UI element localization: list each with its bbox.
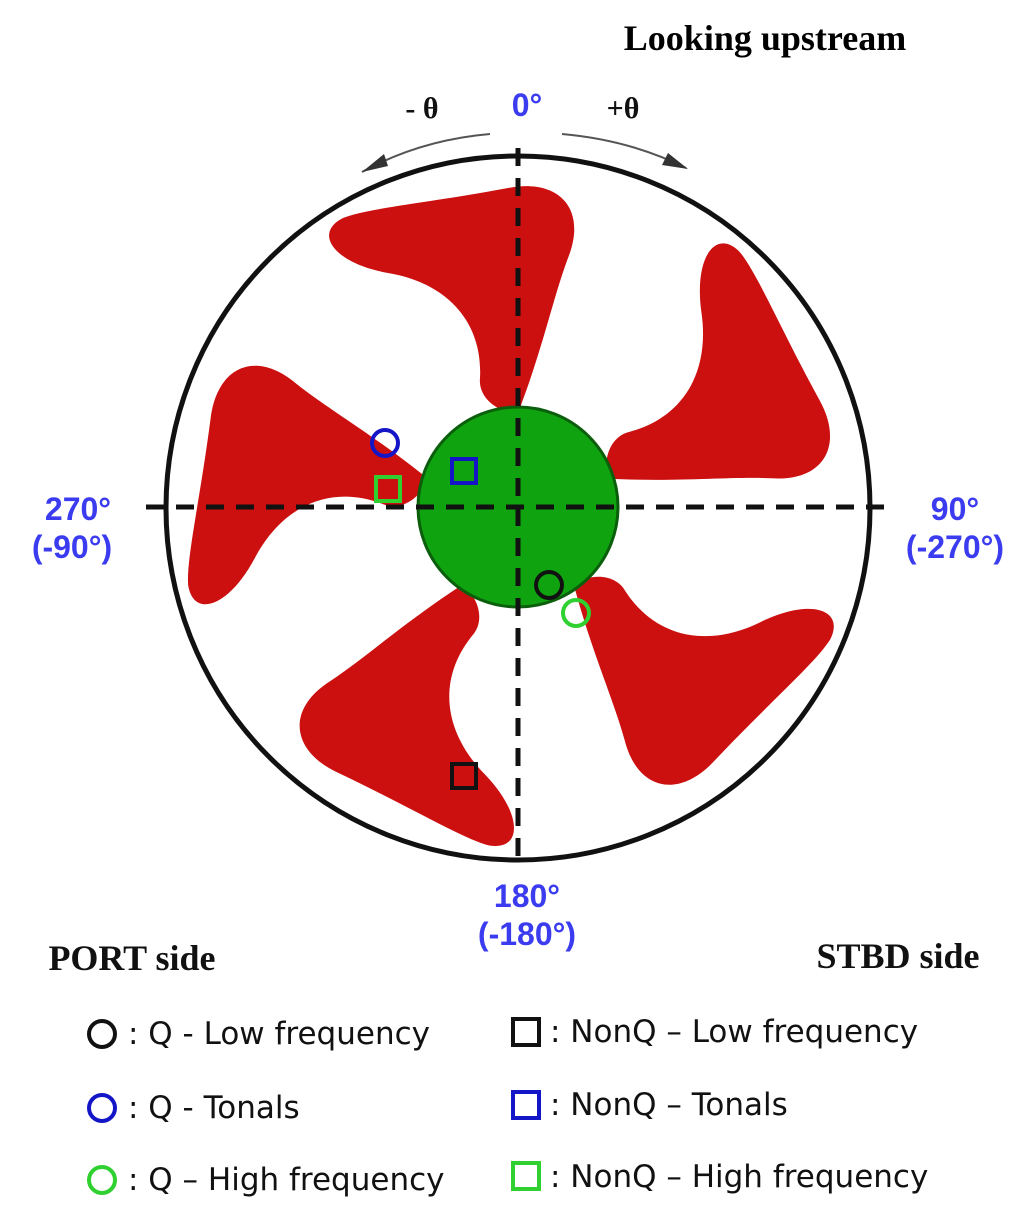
plus-theta-label: +θ (607, 92, 640, 125)
legend-label-nonq-low-frequency: : NonQ – Low frequency (550, 1014, 918, 1050)
angle-label-bottom-alt: (-180°) (478, 916, 576, 952)
measurement-markers (370, 428, 591, 790)
angle-label-left: 270° (45, 491, 111, 527)
legend-label-q-tonals: : Q - Tonals (128, 1090, 300, 1126)
legend-symbol-nonq-tonals (511, 1090, 541, 1120)
marker-q-low-frequency (534, 570, 564, 600)
angle-label-right: 90° (931, 491, 979, 527)
legend-symbol-nonq-low-frequency (511, 1017, 541, 1047)
legend-label-nonq-tonals: : NonQ – Tonals (550, 1087, 788, 1123)
angle-label-left-alt: (-90°) (32, 529, 112, 565)
legend-label-q-high-frequency: : Q – High frequency (128, 1162, 445, 1198)
marker-nonq-low-frequency (450, 762, 478, 790)
legend-symbol-q-high-frequency (87, 1165, 117, 1195)
port-side-label: PORT side (48, 938, 215, 978)
marker-nonq-tonals (450, 457, 478, 485)
legend-symbol-q-tonals (87, 1093, 117, 1123)
rotation-indicator: - θ +θ (361, 92, 688, 173)
blade-4 (283, 551, 616, 880)
angle-label-top: 0° (512, 87, 543, 123)
marker-nonq-high-frequency (374, 475, 402, 503)
minus-theta-label: - θ (405, 92, 438, 125)
legend-symbol-q-low-frequency (87, 1019, 117, 1049)
angle-label-bottom: 180° (494, 878, 560, 914)
marker-q-high-frequency (561, 598, 591, 628)
angle-label-right-alt: (-270°) (906, 529, 1004, 565)
marker-q-tonals (370, 428, 400, 458)
blade-1 (329, 186, 575, 413)
legend-symbol-nonq-high-frequency (511, 1161, 541, 1191)
legend-label-nonq-high-frequency: : NonQ – High frequency (550, 1159, 928, 1195)
legend-label-q-low-frequency: : Q - Low frequency (128, 1016, 430, 1052)
legend: : Q - Low frequency : Q - Tonals : Q – H… (87, 1014, 928, 1198)
stbd-side-label: STBD side (816, 936, 979, 976)
plus-theta-arrowhead (662, 153, 688, 169)
minus-theta-arrowhead (362, 154, 388, 172)
diagram-title: Looking upstream (624, 18, 906, 58)
